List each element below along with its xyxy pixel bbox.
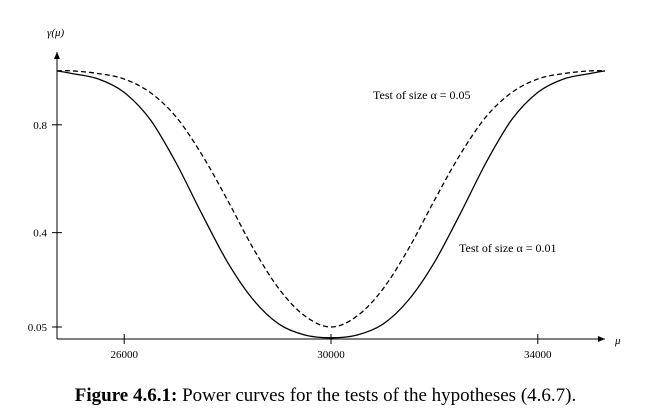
x-axis-arrow [598,336,605,342]
caption-lead: Figure 4.6.1: [74,385,178,406]
power-curve-alpha-001 [56,70,606,339]
axes: γ(μ) μ 0.05 0.4 0.8 26000 30000 34000 [28,27,621,361]
annotation-alpha-005: Test of size α = 0.05 [373,88,471,102]
caption-text: Power curves for the tests of the hypoth… [177,385,577,406]
y-axis-arrow [54,52,60,59]
y-tick-label: 0.05 [28,322,48,334]
x-tick-label: 30000 [317,349,345,361]
y-tick-label: 0.4 [33,228,47,240]
labels: Test of size α = 0.05 Test of size α = 0.… [373,88,557,255]
y-axis-title: γ(μ) [47,27,65,39]
x-tick-label: 34000 [524,349,552,361]
annotation-alpha-001: Test of size α = 0.01 [459,241,557,255]
power-curve-chart: γ(μ) μ 0.05 0.4 0.8 26000 30000 34000 Test of s… [28,27,621,361]
x-tick-label: 26000 [110,349,138,361]
power-curve-alpha-005 [56,70,606,328]
y-tick-label: 0.8 [33,120,47,132]
x-axis-title: μ [614,335,621,347]
curves [56,70,606,339]
figure-caption: Figure 4.6.1: Power curves for the tests… [0,385,651,407]
